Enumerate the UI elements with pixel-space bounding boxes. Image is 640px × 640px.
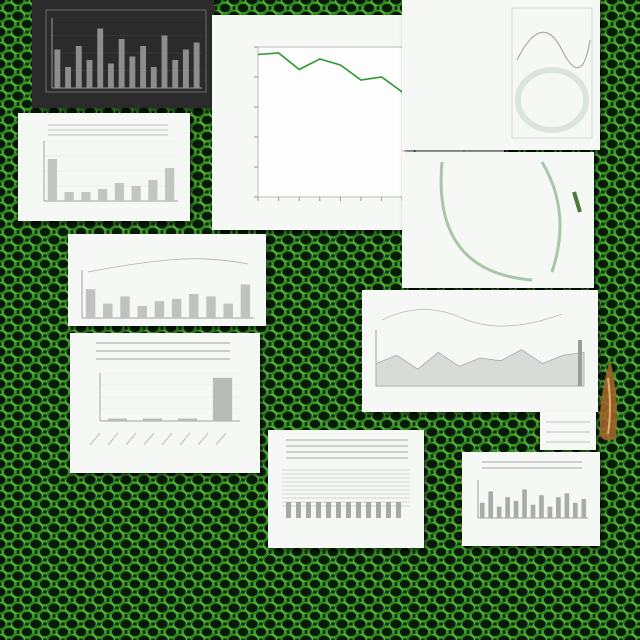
bar (148, 180, 158, 201)
bar (171, 298, 182, 318)
bar (547, 506, 553, 518)
bar (81, 192, 91, 201)
bar (140, 46, 147, 88)
tick-label (107, 432, 119, 446)
column-bar (326, 502, 331, 518)
upper-curve (381, 309, 563, 327)
bar (64, 192, 74, 201)
column-bar (366, 502, 371, 518)
bar (496, 506, 502, 518)
area-fill (375, 349, 585, 387)
tick-label (161, 432, 173, 446)
bar (564, 493, 570, 518)
bar (182, 49, 189, 88)
bottom-right-bar-chart-card (462, 452, 600, 546)
bar (85, 289, 96, 318)
top-right-curve-card (402, 0, 600, 150)
lower-left-bar-chart (89, 342, 240, 446)
bar (505, 497, 510, 518)
bar (212, 377, 233, 421)
bar (522, 489, 527, 518)
top-right-curve-chart (511, 7, 593, 139)
bar (172, 60, 179, 88)
brush-accent (599, 360, 618, 441)
column-bar (346, 502, 351, 518)
bar (154, 301, 165, 318)
middle-left-bar-chart (81, 258, 254, 319)
bar (120, 296, 130, 318)
bar (223, 303, 233, 318)
bar (97, 28, 104, 88)
tick-label (89, 432, 101, 446)
bar (86, 60, 93, 88)
column-bar (386, 502, 391, 518)
middle-left-bar-chart-card (68, 234, 266, 326)
dark-bar-chart-card (32, 0, 214, 108)
trend-curve (87, 258, 249, 273)
column-bar (396, 502, 401, 518)
bar (513, 500, 519, 518)
column-bar (296, 502, 301, 518)
bar (581, 499, 587, 518)
bar (539, 495, 544, 518)
bar (165, 168, 175, 201)
bar (131, 186, 141, 201)
tick-label (215, 432, 227, 446)
top-left-bar-chart-card (18, 113, 190, 221)
column-bar (336, 502, 341, 518)
column-bar (306, 502, 311, 518)
bar (206, 296, 216, 318)
right-curve-card (402, 152, 594, 288)
bar (189, 294, 199, 318)
column-bar (286, 502, 291, 518)
bar (193, 42, 200, 88)
small-right-chart (546, 421, 590, 443)
bar (177, 418, 198, 421)
bar (107, 63, 114, 88)
bottom-table-chart-card (268, 430, 424, 548)
bar (118, 39, 125, 88)
right-area-chart (375, 309, 585, 387)
bar (530, 504, 536, 518)
bar (572, 502, 578, 518)
column-bar (376, 502, 381, 518)
bar (479, 502, 485, 518)
bar (137, 306, 147, 318)
dark-bar-chart (45, 9, 207, 93)
bar (161, 35, 168, 88)
bar (488, 491, 494, 518)
bar (103, 303, 113, 318)
bottom-table-chart (282, 439, 410, 518)
bar (114, 183, 124, 201)
bar (107, 418, 128, 421)
tick-label (197, 432, 209, 446)
bar (65, 67, 72, 88)
bar (142, 418, 163, 421)
right-curve-chart (439, 161, 582, 282)
bar (54, 49, 61, 88)
bar (129, 56, 136, 88)
bar (98, 189, 108, 201)
right-area-chart-card (362, 290, 598, 412)
bar (556, 497, 561, 518)
bar (150, 67, 157, 88)
column-bar (356, 502, 361, 518)
lower-left-bar-chart-card (70, 333, 260, 473)
bar (75, 46, 82, 88)
plot-frame (45, 9, 207, 93)
tick-label (143, 432, 155, 446)
end-bar (578, 340, 582, 386)
tick-label (179, 432, 191, 446)
column-bar (316, 502, 321, 518)
bar (47, 159, 57, 201)
tick-label (125, 432, 137, 446)
bottom-right-bar-chart (477, 461, 588, 519)
bar (240, 284, 251, 318)
top-left-bar-chart (43, 124, 178, 202)
small-right-card (540, 412, 596, 450)
